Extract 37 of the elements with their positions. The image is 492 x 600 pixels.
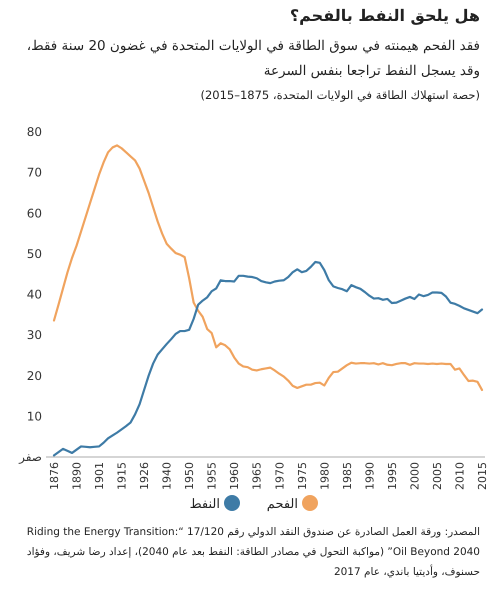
x-tick-label: 1960: [228, 462, 242, 490]
x-tick-label: 1890: [70, 462, 84, 490]
y-tick-label: 20: [26, 368, 42, 383]
x-tick-label: 1965: [250, 462, 264, 490]
x-tick-label: 2010: [453, 462, 466, 490]
y-tick-label: 70: [26, 166, 42, 180]
legend-label: الفحم: [266, 497, 298, 512]
x-tick-label: 1915: [116, 462, 129, 490]
x-tick-label: 1955: [206, 462, 219, 490]
x-tick-label: 1985: [340, 462, 354, 490]
y-tick-label: 40: [26, 288, 42, 302]
y-tick-label: 60: [26, 206, 42, 220]
y-tick-label: صفر: [18, 450, 42, 464]
text: المصدر: ورقة العمل الصادرة عن صندوق النقد الدولي رقم 17/120 “Riding the Energy Transition: Oil Beyond 2040” (مواكبة التحول في مصادر الطاقة: النفط بعد عام 2040)، إعداد رضا شريف، وفؤاد حسنوف، وأديتيا باندي، عام 2017: [26, 525, 480, 580]
x-tick-label: 1926: [138, 462, 152, 490]
y-tick-label: 10: [26, 409, 42, 424]
line-series: [52, 144, 484, 392]
chart-title: هل يلحق النفط بالفحم؟: [288, 6, 480, 25]
x-tick-label: 1995: [386, 462, 399, 490]
x-tick-label: 1950: [183, 462, 196, 490]
x-tick-label: 1940: [160, 462, 174, 490]
x-tick-label: 1901: [93, 462, 106, 490]
x-tick-label: 1990: [363, 462, 376, 490]
x-tick-label: 2005: [430, 462, 444, 490]
x-tick-label: 1876: [48, 462, 61, 490]
y-axis-title: (حصة استهلاك الطاقة في الولايات المتحدة، 1875–2015): [199, 88, 480, 102]
x-tick-label: 2000: [408, 462, 422, 490]
x-tick-label: 2015: [476, 462, 489, 490]
legend-label: النفط: [190, 497, 220, 512]
x-tick-label: 1975: [296, 462, 309, 490]
y-tick-label: 80: [26, 125, 42, 139]
x-tick-label: 1980: [318, 462, 332, 490]
y-tick-label: 50: [26, 246, 42, 261]
chart-subtitle: فقد الفحم هيمنته في سوق الطاقة في الولايات المتحدة في غضون 20 سنة فقط، وقد يسجل النفط تراجعا بنفس السرعة: [26, 37, 480, 81]
x-tick-label: 1970: [273, 462, 286, 490]
line-series: [52, 260, 484, 456]
y-tick-label: 30: [26, 328, 42, 342]
